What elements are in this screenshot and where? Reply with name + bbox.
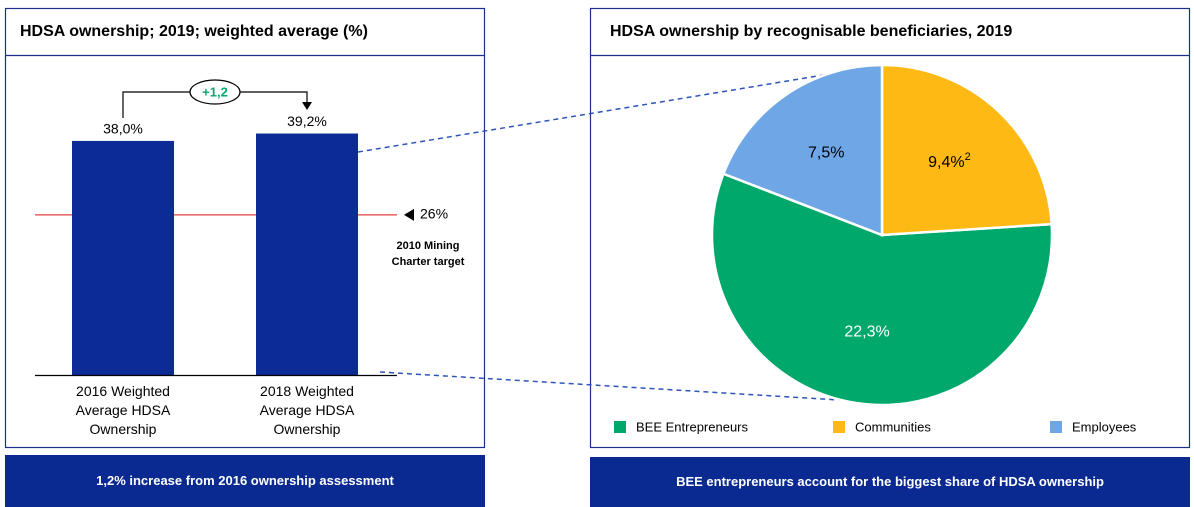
pie-value-text: 22,3% — [844, 324, 889, 341]
left-panel — [4, 7, 486, 449]
legend-label: Communities — [855, 419, 931, 434]
bar — [256, 133, 358, 375]
reference-note: 2010 Mining Charter target — [391, 240, 465, 268]
connector — [379, 371, 873, 403]
left-caption-bar — [5, 455, 485, 507]
pie-slice — [880, 63, 1053, 237]
pie-value-label: 22,3% — [844, 324, 889, 341]
x-tick-label: 2018 Weighted Average HDSA Ownership — [259, 383, 355, 437]
reference-arrow — [404, 208, 414, 221]
difference-arrowhead — [302, 102, 312, 110]
pie-value-footnote: 2 — [965, 151, 971, 163]
pie-value-text: 9,4% — [928, 154, 964, 171]
right-caption: BEE entrepreneurs account for the bigges… — [676, 474, 1104, 489]
legend-label: BEE Entrepreneurs — [636, 419, 749, 434]
legend-swatch — [1050, 421, 1062, 433]
legend-swatch — [833, 421, 845, 433]
left-title: HDSA ownership; 2019; weighted average (… — [20, 23, 368, 40]
bar — [72, 140, 174, 375]
pie-value-label: 7,5% — [808, 145, 844, 162]
pie-slice — [710, 172, 1054, 407]
connector — [357, 66, 873, 153]
bar-value-label: 38,0% — [103, 121, 143, 137]
bar-value-label: 39,2% — [287, 113, 327, 129]
pie-value-label: 9,4%2 — [928, 151, 971, 171]
legend-label: Employees — [1072, 419, 1137, 434]
right-panel — [589, 7, 1191, 449]
pie-value-text: 7,5% — [808, 145, 844, 162]
x-tick-label: 2016 Weighted Average HDSA Ownership — [75, 383, 171, 437]
difference-label: +1,2 — [202, 84, 228, 99]
difference-bracket — [122, 91, 308, 118]
right-title: HDSA ownership by recognisable beneficia… — [610, 23, 1012, 40]
reference-label: 26% — [420, 206, 448, 222]
legend-swatch — [614, 421, 626, 433]
left-caption: 1,2% increase from 2016 ownership assess… — [96, 473, 394, 488]
right-caption-bar — [590, 457, 1190, 507]
pie-slice — [721, 63, 884, 237]
difference-oval — [189, 79, 241, 105]
